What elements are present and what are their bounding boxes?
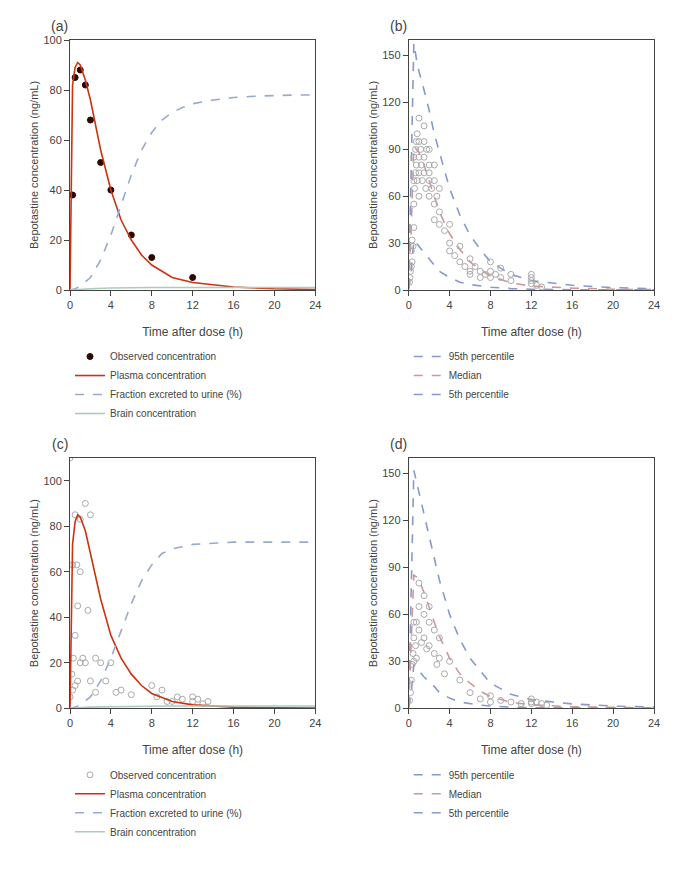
svg-text:Median: Median bbox=[449, 370, 482, 381]
svg-text:95th percentile: 95th percentile bbox=[449, 351, 515, 362]
svg-text:150: 150 bbox=[382, 49, 400, 61]
svg-text:20: 20 bbox=[607, 717, 619, 729]
svg-text:0: 0 bbox=[67, 717, 73, 729]
svg-text:(d): (d) bbox=[390, 436, 407, 452]
svg-text:0: 0 bbox=[56, 284, 62, 296]
svg-text:16: 16 bbox=[566, 717, 578, 729]
svg-text:12: 12 bbox=[187, 299, 199, 311]
svg-text:16: 16 bbox=[227, 717, 239, 729]
svg-text:20: 20 bbox=[607, 299, 619, 311]
svg-text:Fraction excreted to urine (%): Fraction excreted to urine (%) bbox=[110, 389, 242, 400]
svg-text:Plasma concentration: Plasma concentration bbox=[110, 789, 206, 800]
svg-text:Bepotastine concentration (ng/: Bepotastine concentration (ng/mL) bbox=[367, 499, 379, 667]
svg-text:(c): (c) bbox=[52, 436, 68, 452]
svg-text:60: 60 bbox=[50, 134, 62, 146]
svg-text:40: 40 bbox=[50, 611, 62, 623]
svg-text:(b): (b) bbox=[390, 18, 407, 34]
svg-text:60: 60 bbox=[388, 190, 400, 202]
svg-text:20: 20 bbox=[50, 657, 62, 669]
svg-text:Observed concentration: Observed concentration bbox=[110, 351, 216, 362]
svg-text:Bepotastine concentration (ng/: Bepotastine concentration (ng/mL) bbox=[28, 499, 40, 667]
svg-text:12: 12 bbox=[525, 299, 537, 311]
svg-text:60: 60 bbox=[388, 608, 400, 620]
svg-text:8: 8 bbox=[149, 717, 155, 729]
svg-text:Plasma concentration: Plasma concentration bbox=[110, 370, 206, 381]
svg-text:16: 16 bbox=[566, 299, 578, 311]
svg-text:30: 30 bbox=[388, 655, 400, 667]
svg-text:Time after dose (h): Time after dose (h) bbox=[142, 743, 243, 757]
svg-text:Brain concentration: Brain concentration bbox=[110, 827, 196, 838]
svg-text:24: 24 bbox=[309, 717, 321, 729]
svg-text:Time after dose (h): Time after dose (h) bbox=[481, 743, 582, 757]
svg-text:Bepotastine concentration (ng/: Bepotastine concentration (ng/mL) bbox=[28, 81, 40, 249]
svg-text:Time after dose (h): Time after dose (h) bbox=[142, 325, 243, 339]
svg-text:4: 4 bbox=[447, 299, 453, 311]
svg-text:100: 100 bbox=[43, 34, 61, 46]
svg-text:120: 120 bbox=[382, 514, 400, 526]
svg-text:4: 4 bbox=[108, 299, 114, 311]
svg-text:5th percentile: 5th percentile bbox=[449, 389, 509, 400]
svg-text:150: 150 bbox=[382, 467, 400, 479]
svg-text:120: 120 bbox=[382, 96, 400, 108]
svg-text:Fraction excreted to urine (%): Fraction excreted to urine (%) bbox=[110, 808, 242, 819]
svg-text:8: 8 bbox=[487, 299, 493, 311]
svg-text:100: 100 bbox=[43, 474, 61, 486]
svg-text:30: 30 bbox=[388, 237, 400, 249]
svg-text:0: 0 bbox=[406, 299, 412, 311]
svg-text:Brain concentration: Brain concentration bbox=[110, 408, 196, 419]
svg-text:5th percentile: 5th percentile bbox=[449, 808, 509, 819]
svg-text:80: 80 bbox=[50, 84, 62, 96]
svg-text:4: 4 bbox=[108, 717, 114, 729]
svg-text:20: 20 bbox=[268, 717, 280, 729]
svg-text:Time after dose (h): Time after dose (h) bbox=[481, 325, 582, 339]
svg-text:8: 8 bbox=[487, 717, 493, 729]
svg-text:Bepotastine concentration (ng/: Bepotastine concentration (ng/mL) bbox=[367, 81, 379, 249]
svg-text:24: 24 bbox=[648, 299, 660, 311]
svg-text:Median: Median bbox=[449, 789, 482, 800]
svg-text:40: 40 bbox=[50, 184, 62, 196]
svg-text:0: 0 bbox=[394, 284, 400, 296]
svg-text:80: 80 bbox=[50, 520, 62, 532]
svg-text:95th percentile: 95th percentile bbox=[449, 770, 515, 781]
svg-text:90: 90 bbox=[388, 143, 400, 155]
svg-text:20: 20 bbox=[268, 299, 280, 311]
svg-text:24: 24 bbox=[648, 717, 660, 729]
svg-text:12: 12 bbox=[525, 717, 537, 729]
svg-text:60: 60 bbox=[50, 566, 62, 578]
svg-text:16: 16 bbox=[227, 299, 239, 311]
svg-text:0: 0 bbox=[67, 299, 73, 311]
svg-text:0: 0 bbox=[394, 702, 400, 714]
svg-text:(a): (a) bbox=[51, 18, 68, 34]
svg-text:4: 4 bbox=[447, 717, 453, 729]
svg-text:0: 0 bbox=[406, 717, 412, 729]
svg-text:12: 12 bbox=[187, 717, 199, 729]
svg-text:0: 0 bbox=[56, 702, 62, 714]
svg-text:Observed concentration: Observed concentration bbox=[110, 770, 216, 781]
svg-text:24: 24 bbox=[309, 299, 321, 311]
svg-text:90: 90 bbox=[388, 561, 400, 573]
svg-text:20: 20 bbox=[50, 234, 62, 246]
svg-text:8: 8 bbox=[149, 299, 155, 311]
